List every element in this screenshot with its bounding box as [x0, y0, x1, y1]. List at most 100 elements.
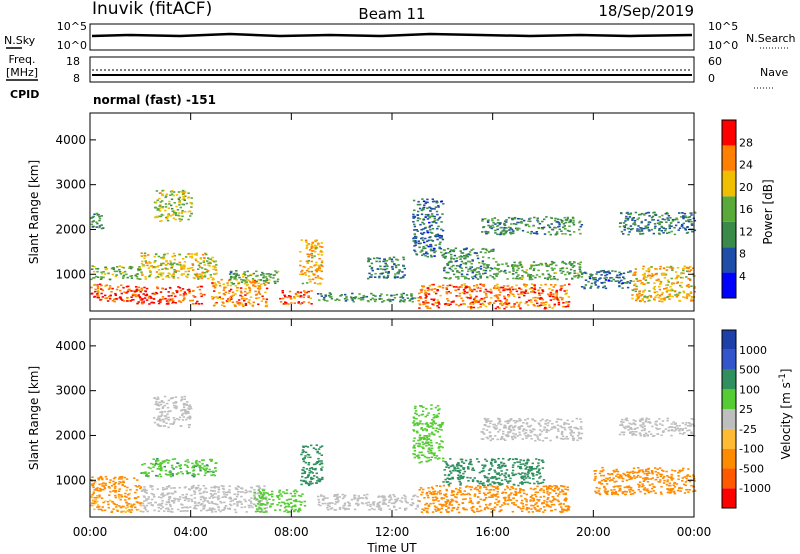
range-cell: [293, 492, 297, 495]
range-cell: [181, 211, 184, 213]
range-cell: [287, 498, 291, 501]
range-cell: [163, 253, 166, 256]
range-cell: [245, 298, 248, 300]
range-cell: [653, 223, 657, 225]
range-cell: [258, 510, 262, 513]
range-cell: [680, 281, 683, 284]
range-cell: [141, 265, 145, 267]
range-cell: [446, 264, 449, 266]
range-cell: [307, 255, 310, 258]
range-cell: [188, 292, 191, 294]
range-cell: [672, 282, 676, 285]
range-cell: [507, 288, 510, 291]
range-cell: [224, 291, 228, 294]
range-cell: [652, 287, 655, 290]
range-cell: [458, 271, 461, 274]
range-cell: [503, 224, 507, 226]
range-cell: [452, 286, 456, 288]
range-cell: [254, 498, 258, 500]
range-cell: [447, 474, 450, 477]
range-cell: [202, 500, 205, 503]
range-cell: [625, 282, 628, 284]
range-cell: [454, 469, 457, 472]
range-cell: [636, 230, 639, 232]
range-cell: [167, 295, 170, 297]
range-cell: [662, 227, 665, 229]
range-cell: [170, 264, 174, 267]
range-cell: [220, 304, 224, 306]
range-cell: [262, 273, 265, 275]
range-cell: [393, 495, 396, 498]
range-cell: [635, 288, 638, 290]
range-cell: [493, 277, 496, 279]
range-cell: [665, 291, 669, 293]
range-cell: [631, 227, 634, 230]
range-cell: [469, 501, 473, 503]
range-cell: [91, 504, 94, 507]
range-cell: [541, 290, 545, 293]
range-cell: [538, 472, 541, 475]
range-cell: [310, 252, 313, 255]
range-cell: [253, 489, 256, 491]
range-cell: [130, 509, 134, 511]
range-cell: [460, 252, 463, 254]
range-cell: [462, 498, 465, 501]
range-cell: [408, 299, 412, 301]
range-cell: [142, 495, 146, 497]
range-cell: [518, 487, 522, 490]
range-cell: [106, 300, 110, 302]
range-cell: [173, 419, 176, 421]
range-cell: [430, 298, 433, 301]
range-cell: [579, 270, 582, 272]
nsky-trace: [91, 32, 693, 38]
range-cell: [166, 216, 169, 218]
range-cell: [425, 251, 428, 253]
range-cell: [244, 287, 247, 290]
range-cell: [693, 285, 696, 288]
range-cell: [508, 229, 511, 231]
range-cell: [170, 500, 174, 502]
range-cell: [233, 508, 237, 511]
range-cell: [492, 250, 495, 252]
range-cell: [464, 257, 467, 260]
range-cell: [122, 286, 125, 289]
range-cell: [96, 290, 100, 292]
range-cell: [445, 463, 449, 466]
range-cell: [143, 265, 146, 267]
range-cell: [414, 239, 417, 242]
range-cell: [640, 228, 643, 231]
range-cell: [550, 267, 553, 269]
range-cell: [196, 276, 199, 278]
range-cell: [145, 489, 148, 492]
range-cell: [208, 258, 211, 260]
range-cell: [376, 268, 380, 270]
range-cell: [525, 269, 529, 271]
range-cell: [483, 291, 486, 293]
range-cell: [512, 230, 515, 232]
range-cell: [662, 232, 665, 234]
range-cell: [186, 466, 189, 468]
range-cell: [481, 464, 484, 466]
range-cell: [658, 295, 662, 297]
range-cell: [206, 471, 210, 473]
range-cell: [104, 484, 107, 486]
range-cell: [179, 496, 182, 498]
range-cell: [477, 301, 480, 303]
range-cell: [594, 277, 597, 279]
range-cell: [345, 297, 348, 299]
range-cell: [328, 502, 331, 505]
range-cell: [567, 221, 570, 223]
range-cell: [437, 217, 441, 220]
range-cell: [507, 303, 510, 306]
range-cell: [654, 214, 658, 216]
range-cell: [685, 276, 688, 278]
range-cell: [421, 491, 424, 494]
range-cell: [154, 253, 158, 256]
range-cell: [634, 211, 638, 214]
range-cell: [418, 207, 422, 210]
range-cell: [479, 275, 482, 277]
range-cell: [190, 255, 193, 258]
range-cell: [382, 276, 386, 279]
range-cell: [228, 503, 232, 506]
range-cell: [261, 488, 264, 491]
